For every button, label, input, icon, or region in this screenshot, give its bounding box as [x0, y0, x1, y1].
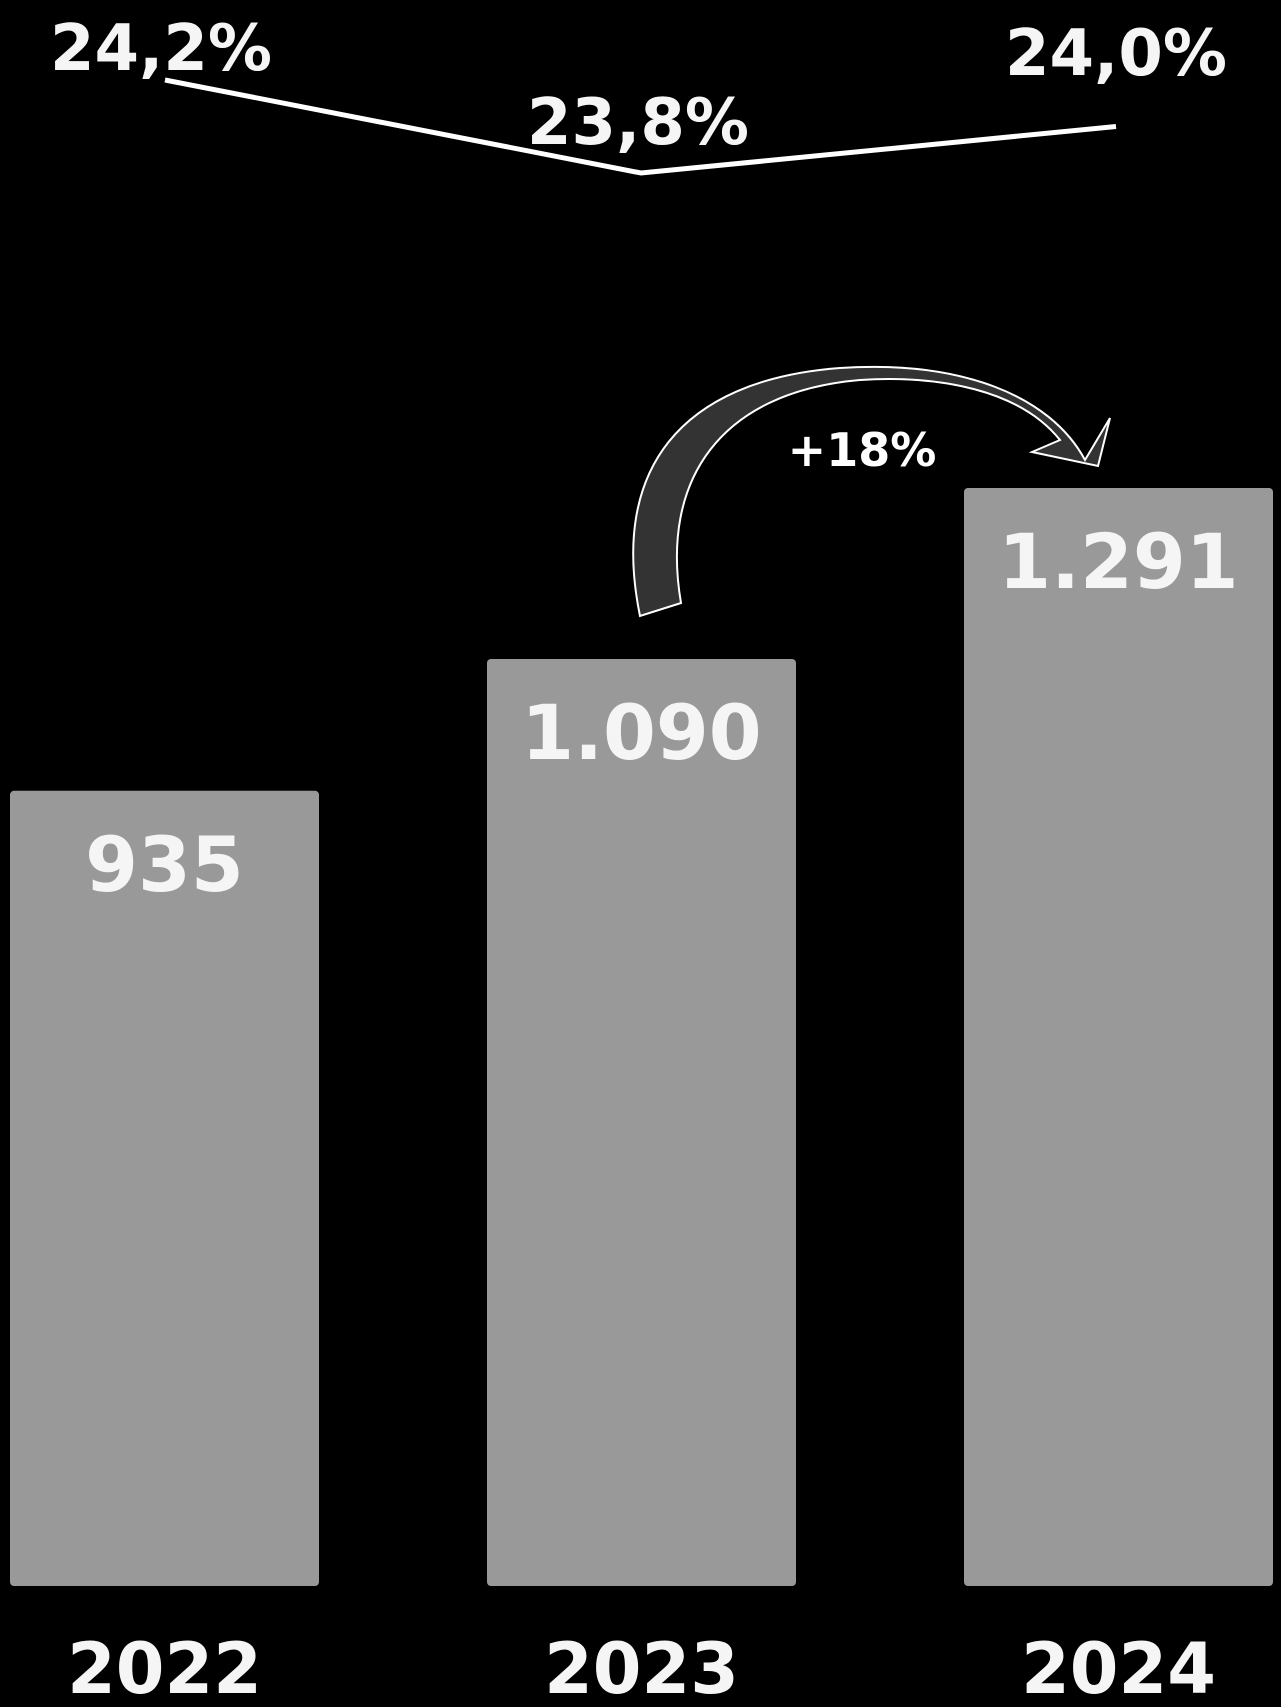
bar-value-label-2024: 1.291	[998, 517, 1238, 606]
percentage-label-2022: 24,2%	[50, 12, 272, 86]
percentage-label-2024: 24,0%	[1005, 17, 1227, 91]
bar-2022	[10, 790, 319, 1586]
bar-value-labels: 935 1.090 1.291	[85, 517, 1239, 909]
percentage-line	[164, 77, 1117, 176]
x-tick-label-2022: 2022	[67, 1628, 262, 1707]
bar-2024	[964, 488, 1273, 1586]
growth-annotation: +18%	[788, 423, 937, 477]
percentage-line-series	[164, 77, 1117, 176]
x-tick-label-2023: 2023	[544, 1628, 739, 1707]
x-axis-tick-labels: 2022 2023 2024	[67, 1628, 1216, 1707]
bar-2023	[487, 658, 796, 1586]
bars	[10, 488, 1273, 1586]
percentage-label-2023: 23,8%	[527, 86, 749, 160]
growth-arrow-icon	[632, 365, 1111, 618]
x-tick-label-2024: 2024	[1021, 1628, 1216, 1707]
percentage-labels: 24,2% 23,8% 24,0%	[50, 12, 1227, 160]
bar-value-label-2022: 935	[85, 820, 244, 909]
bar-value-label-2023: 1.090	[521, 688, 761, 777]
